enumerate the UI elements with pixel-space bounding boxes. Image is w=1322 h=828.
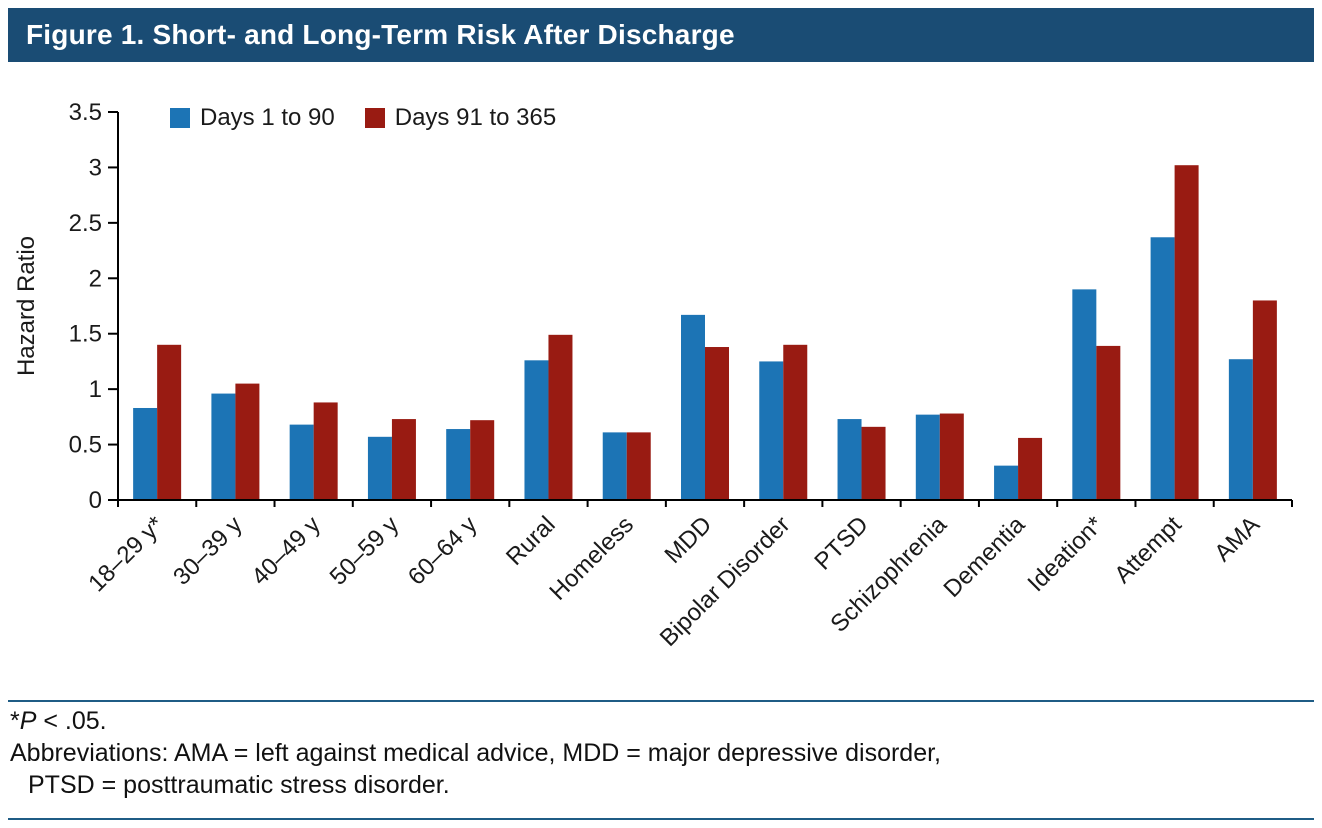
- bar-chart: 18–29 y*30–39 y40–49 y50–59 y60–64 y Rura…: [13, 99, 1293, 652]
- bar-days-1-90: [602, 432, 627, 500]
- bar-days-1-90: [289, 424, 314, 500]
- y-tick-label: 3.5: [69, 99, 102, 126]
- x-axis-label: 60–64 y: [403, 511, 482, 590]
- footnote-significance: *P < .05.: [10, 707, 107, 736]
- bar-days-1-90: [915, 414, 940, 500]
- x-axis-label: MDD: [660, 511, 718, 569]
- x-axis-label: PTSD: [809, 511, 873, 575]
- bar-days-1-90: [837, 419, 862, 500]
- x-axis-label: Dementia: [939, 511, 1031, 603]
- y-tick-label: 3: [89, 154, 102, 181]
- y-tick-label: 2.5: [69, 210, 102, 237]
- bar-days-1-90: [759, 361, 784, 500]
- bar-days-91-365: [783, 344, 808, 500]
- footnote-abbreviations-line2: PTSD = posttraumatic stress disorder.: [28, 771, 450, 799]
- bar-days-1-90: [446, 429, 471, 500]
- bar-days-91-365: [861, 426, 886, 500]
- y-tick-label: 0: [89, 487, 102, 514]
- bar-days-1-90: [1150, 237, 1175, 501]
- x-axis-label: 50–59 y: [325, 511, 404, 590]
- bar-days-91-365: [1096, 345, 1121, 500]
- legend-label-days-1-90: Days 1 to 90: [200, 104, 335, 131]
- bar-days-1-90: [133, 407, 158, 500]
- x-axis-label: 40–49 y: [246, 511, 325, 590]
- bar-days-1-90: [681, 314, 705, 500]
- y-tick-label: 0.5: [69, 432, 102, 459]
- legend-swatch-days-1-90: [170, 108, 190, 128]
- y-tick-label: 1.5: [69, 321, 102, 348]
- figure-title-bar: Figure 1. Short- and Long-Term Risk Afte…: [8, 8, 1314, 62]
- bar-days-1-90: [1228, 359, 1253, 500]
- y-tick-label: 1: [89, 376, 102, 403]
- bar-days-91-365: [470, 420, 495, 500]
- figure-title: Figure 1. Short- and Long-Term Risk Afte…: [26, 19, 735, 50]
- footnote-top-rule: [8, 700, 1314, 702]
- footnote-p-italic: P: [19, 707, 37, 735]
- x-axis-label: AMA: [1209, 511, 1265, 567]
- bar-days-1-90: [1072, 289, 1097, 500]
- bar-days-1-90: [211, 393, 236, 500]
- x-axis-label: Attempt: [1109, 511, 1187, 589]
- chart-legend: Days 1 to 90 Days 91 to 365: [170, 104, 556, 132]
- bar-days-91-365: [391, 419, 416, 500]
- footnote-abbreviations-line1: Abbreviations: AMA = left against medica…: [10, 739, 941, 767]
- bar-days-1-90: [367, 436, 392, 500]
- y-tick-label: 2: [89, 265, 102, 292]
- bar-days-91-365: [939, 413, 964, 500]
- bar-days-91-365: [548, 334, 573, 500]
- bar-days-91-365: [235, 383, 260, 500]
- bar-days-1-90: [524, 360, 549, 500]
- x-axis-label: Rural: [501, 511, 561, 571]
- bar-days-91-365: [626, 432, 651, 500]
- footnote-bottom-rule: [8, 818, 1314, 820]
- legend-item-days-91-365: Days 91 to 365: [364, 104, 557, 132]
- bar-days-91-365: [157, 344, 182, 500]
- legend-item-days-1-90: Days 1 to 90: [170, 104, 335, 132]
- x-axis-label: 30–39 y: [168, 511, 247, 590]
- y-axis-title: Hazard Ratio: [13, 236, 40, 376]
- bar-days-91-365: [705, 347, 729, 500]
- bar-days-91-365: [313, 402, 338, 500]
- legend-label-days-91-365: Days 91 to 365: [394, 104, 557, 131]
- x-axis-label: 18–29 y*: [83, 511, 169, 597]
- bar-days-91-365: [1018, 437, 1043, 500]
- bar-days-91-365: [1252, 300, 1277, 500]
- bar-days-91-365: [1174, 165, 1199, 500]
- footnote-star: *: [10, 707, 20, 735]
- x-axis-label: Ideation*: [1022, 511, 1108, 597]
- footnote-p-value: < .05.: [36, 707, 107, 735]
- legend-swatch-days-91-365: [364, 108, 385, 128]
- bar-days-1-90: [994, 465, 1019, 500]
- x-axis-label: Homeless: [544, 511, 639, 606]
